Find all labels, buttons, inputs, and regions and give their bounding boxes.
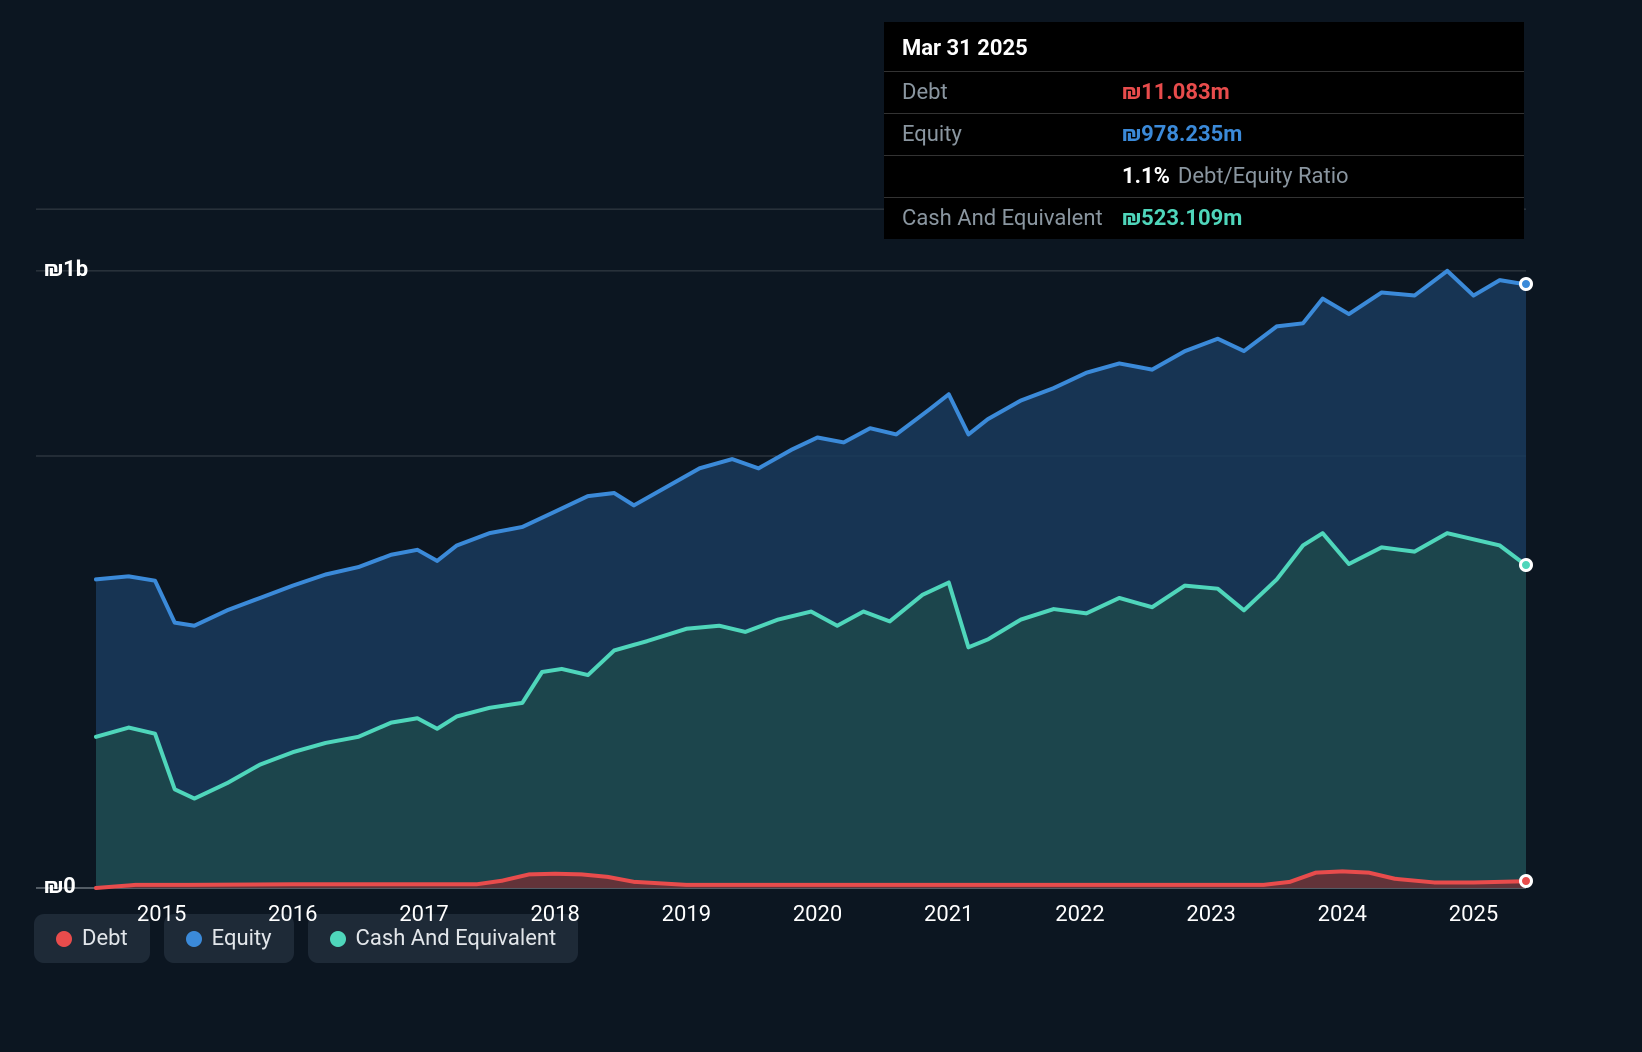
legend-dot-icon	[186, 931, 202, 947]
x-axis-tick-label: 2018	[530, 902, 579, 927]
x-axis-tick-label: 2023	[1186, 902, 1235, 927]
series-end-marker	[1519, 874, 1533, 888]
y-axis-tick-label: ₪0	[44, 874, 76, 899]
tooltip-row-label: Debt	[902, 80, 1122, 105]
tooltip-row-label: Cash And Equivalent	[902, 206, 1122, 231]
x-axis-tick-label: 2021	[924, 902, 973, 927]
legend-item-label: Cash And Equivalent	[356, 926, 557, 951]
series-end-marker	[1519, 277, 1533, 291]
legend-item[interactable]: Debt	[34, 914, 150, 963]
x-axis-tick-label: 2016	[268, 902, 317, 927]
chart-tooltip: Mar 31 2025 Debt₪11.083mEquity₪978.235m1…	[884, 22, 1524, 239]
legend-dot-icon	[56, 931, 72, 947]
x-axis-tick-label: 2024	[1318, 902, 1367, 927]
tooltip-date: Mar 31 2025	[884, 36, 1524, 71]
tooltip-row-value: ₪978.235m	[1122, 122, 1242, 147]
tooltip-row: 1.1% Debt/Equity Ratio	[884, 155, 1524, 197]
series-end-marker	[1519, 558, 1533, 572]
x-axis-tick-label: 2025	[1449, 902, 1498, 927]
x-axis-tick-label: 2015	[137, 902, 186, 927]
tooltip-row: Cash And Equivalent₪523.109m	[884, 197, 1524, 239]
tooltip-row-suffix: Debt/Equity Ratio	[1178, 164, 1349, 189]
x-axis-tick-label: 2017	[399, 902, 448, 927]
tooltip-row-value: ₪523.109m	[1122, 206, 1242, 231]
legend-dot-icon	[330, 931, 346, 947]
legend-item-label: Equity	[212, 926, 272, 951]
x-axis-tick-label: 2020	[793, 902, 842, 927]
legend-item-label: Debt	[82, 926, 128, 951]
tooltip-row-value: 1.1%	[1122, 164, 1170, 189]
tooltip-row-label: Equity	[902, 122, 1122, 147]
tooltip-row: Equity₪978.235m	[884, 113, 1524, 155]
y-axis-tick-label: ₪1b	[44, 257, 88, 282]
x-axis-tick-label: 2022	[1055, 902, 1104, 927]
x-axis-tick-label: 2019	[662, 902, 711, 927]
chart-container: Mar 31 2025 Debt₪11.083mEquity₪978.235m1…	[0, 0, 1642, 1052]
tooltip-row-value: ₪11.083m	[1122, 80, 1230, 105]
tooltip-rows: Debt₪11.083mEquity₪978.235m1.1%Debt/Equi…	[884, 71, 1524, 239]
tooltip-row: Debt₪11.083m	[884, 71, 1524, 113]
